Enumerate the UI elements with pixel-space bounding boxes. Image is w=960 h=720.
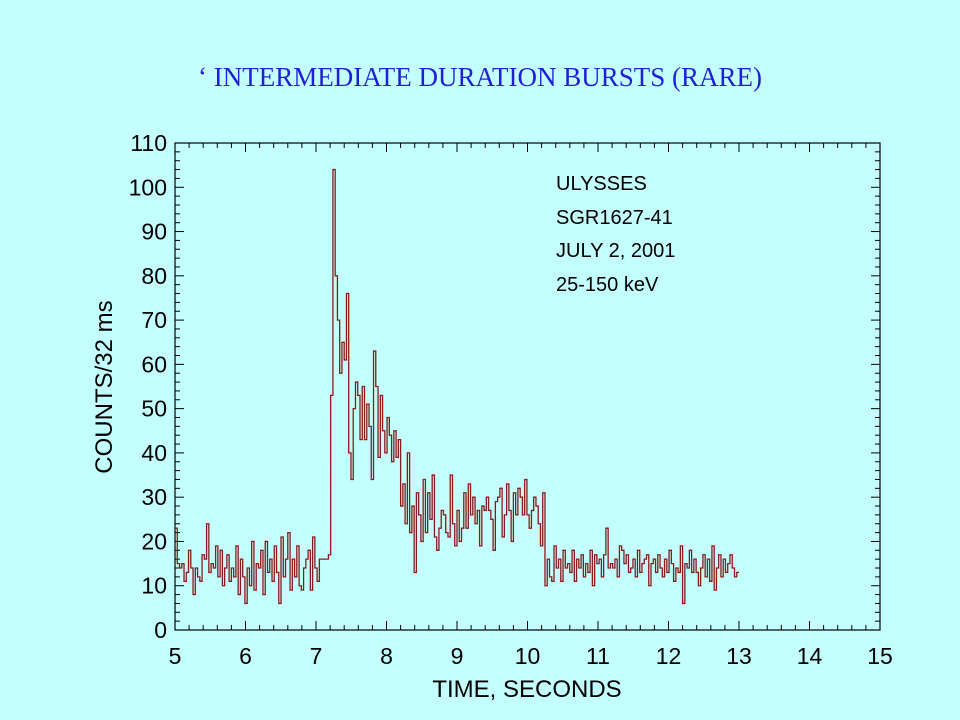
y-tick-label: 110 (130, 130, 167, 156)
y-tick-label: 30 (141, 484, 167, 510)
x-tick-label: 10 (515, 643, 541, 669)
annotation-date: JULY 2, 2001 (556, 240, 675, 262)
x-tick-label: 14 (797, 643, 823, 669)
x-tick-label: 13 (726, 643, 752, 669)
x-tick-label: 12 (656, 643, 682, 669)
y-tick-label: 10 (141, 573, 167, 599)
x-tick-label: 11 (586, 643, 610, 669)
slide-title: ‘ INTERMEDIATE DURATION BURSTS (RARE) (198, 62, 762, 92)
x-tick-label: 6 (239, 643, 252, 669)
x-axis-label: TIME, SECONDS (432, 676, 621, 703)
y-tick-label: 80 (141, 263, 167, 289)
x-tick-label: 7 (310, 643, 323, 669)
plot-area: 5 6 7 8 9 10 11 12 13 14 15 0 10 20 30 40 50 60 70 80 90 100 1… (129, 130, 893, 669)
x-tick-label: 8 (380, 643, 393, 669)
y-tick-label: 90 (141, 219, 167, 245)
y-tick-label: 60 (141, 351, 167, 377)
annotation-instrument: ULYSSES (556, 173, 647, 195)
y-tick-label: 50 (141, 396, 167, 422)
count-rate-series-line (175, 168, 739, 605)
x-tick-label: 15 (867, 643, 893, 669)
y-axis-label: COUNTS/32 ms (91, 300, 118, 473)
x-tick-label: 5 (169, 643, 182, 669)
y-tick-label: 40 (141, 440, 167, 466)
y-tick-label: 100 (129, 174, 167, 200)
y-tick-label: 20 (141, 528, 167, 554)
annotation-energy-band: 25-150 keV (556, 274, 659, 296)
y-tick-label: 70 (141, 307, 167, 333)
y-tick-label: 0 (154, 617, 167, 643)
chart-text: TIME, SECONDS COUNTS/32 ms ULYSSES SGR16… (91, 173, 675, 703)
x-tick-label: 9 (451, 643, 464, 669)
annotation-source: SGR1627-41 (556, 207, 673, 229)
